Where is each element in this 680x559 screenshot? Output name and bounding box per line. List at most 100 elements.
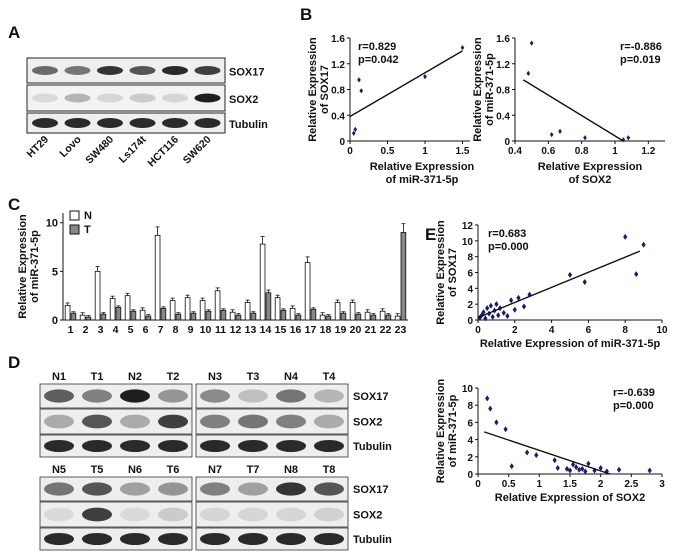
blot-d-top-band-sox2-2 (120, 414, 150, 429)
scatterBL-p-value: p=0.042 (358, 54, 399, 66)
scatterEB-point-6 (534, 452, 539, 459)
scatterBR-ylabel-1: Relative Expression (472, 37, 484, 142)
scatterBR-xtick-2: 0.8 (575, 146, 589, 157)
scatterET-point-2 (481, 309, 486, 316)
bar-n-6 (139, 309, 146, 321)
bar-t-11 (220, 309, 227, 321)
bar-n-1 (64, 305, 71, 321)
scatterBR-point-0 (526, 70, 531, 77)
scatterET-point-14 (509, 297, 514, 304)
bar-n-3 (94, 270, 101, 321)
scatterBL-xtick-3: 1.5 (456, 146, 470, 157)
scatterBR-fit-line (522, 79, 624, 142)
blot-a-band-sox2-3 (129, 93, 156, 103)
scatterET-r-value: r=0.683 (488, 228, 526, 240)
scatterBR-ytick-3: 1.2 (496, 60, 510, 71)
scatterET-point-23 (641, 241, 646, 248)
scatterBL-ylabel-1: Relative Expression (307, 37, 319, 142)
scatterEB-point-10 (567, 467, 573, 474)
scatterET-xtick-5: 10 (656, 325, 668, 336)
scatterET-point-20 (582, 279, 587, 285)
blot-d-top-band-sox17-1 (82, 389, 112, 403)
bar-t-19 (340, 312, 347, 321)
blot-d-top-row-label-sox17: SOX17 (353, 391, 388, 403)
blot-d-lane-T6: T6 (167, 464, 180, 476)
blot-d-top-left-strip-tubulin (39, 434, 193, 458)
blot-a-strip-tubulin (26, 112, 226, 134)
bar-n-16 (289, 307, 296, 321)
blot-a-band-sox2-1 (64, 93, 91, 103)
blot-d-bottom-band-sox17-3 (158, 482, 188, 496)
scatterET-point-9 (494, 301, 499, 308)
blot-d-bottom-band-sox17-4 (200, 482, 230, 496)
bar-n-12 (229, 311, 236, 321)
blot-a-lane-label-2: SW480 (83, 134, 116, 167)
blot-d-bottom-band-tubulin-2 (120, 532, 150, 546)
blot-a-strip-sox2 (26, 84, 226, 112)
bar-t-6 (145, 315, 152, 321)
scatterEB-point-14 (580, 465, 585, 472)
blot-d-top-band-tubulin-4 (200, 439, 230, 453)
panel-letter-e: E (425, 225, 436, 244)
blot-d-bottom-row-label-sox17: SOX17 (353, 484, 388, 496)
blot-a-band-sox17-5 (194, 66, 221, 75)
blot-a-band-sox2-4 (162, 93, 188, 103)
scatterEB-point-4 (509, 463, 514, 470)
scatterBL-ylabel-2: of SOX17 (319, 65, 331, 114)
blot-a-band-tubulin-3 (129, 118, 156, 128)
blot-d-bottom-band-tubulin-6 (276, 532, 306, 546)
scatterEB-r-value: r=-0.639 (613, 387, 655, 399)
bar-c-xtick-21: 21 (365, 324, 377, 336)
scatterEB-point-9 (564, 465, 570, 472)
bar-c-xtick-6: 6 (143, 324, 149, 336)
blot-d-top-band-tubulin-7 (314, 439, 344, 453)
scatterEB-ytick-2: 4 (467, 436, 473, 447)
blot-d-bottom-band-tubulin-7 (314, 532, 344, 546)
blot-d-bottom-band-sox2-4 (200, 507, 230, 522)
scatterET-xlabel: Relative Expression of miR-371-5p (480, 338, 661, 350)
blot-d-top-row-label-tubulin: Tubulin (353, 441, 392, 453)
scatterEB-xtick-5: 2.5 (624, 479, 638, 490)
blot-d-top-band-sox17-7 (314, 389, 344, 403)
scatterEB-point-2 (494, 419, 499, 426)
scatterET-ytick-0: 0 (467, 316, 473, 327)
scatterEB-ylabel-1: Relative Expression (435, 378, 447, 483)
bar-t-3 (100, 313, 107, 321)
scatterBL-ytick-2: 0.8 (331, 86, 345, 97)
bar-t-10 (205, 310, 212, 321)
bar-n-7 (154, 234, 161, 321)
blot-a-row-label-sox17: SOX17 (229, 67, 264, 79)
blot-a-band-sox17-2 (97, 66, 123, 75)
bar-n-9 (184, 297, 191, 321)
scatterET-ylabel-2: of SOX17 (447, 248, 459, 297)
blot-d-bottom-band-tubulin-0 (44, 532, 74, 546)
blot-d-top-band-tubulin-2 (120, 439, 150, 453)
scatterEB-point-12 (574, 464, 579, 471)
scatterBL-point-2 (357, 77, 361, 83)
panel-letter-b: B (300, 5, 312, 24)
scatterBR-ytick-1: 0.4 (496, 111, 510, 122)
scatterBL-point-5 (460, 45, 465, 51)
blot-d-bottom-band-sox2-5 (238, 507, 268, 522)
blot-a-row-label-tubulin: Tubulin (229, 119, 268, 131)
scatterEB-point-5 (524, 449, 530, 456)
blot-d-top-band-sox17-6 (276, 389, 306, 403)
scatterET-xtick-0: 0 (475, 325, 481, 336)
scatterET-ytick-5: 10 (462, 237, 474, 248)
bar-c-xtick-4: 4 (113, 324, 119, 336)
scatterEB-xtick-6: 3 (659, 479, 665, 490)
legend-swatch-n (69, 210, 80, 221)
bar-n-20 (349, 302, 356, 321)
blot-d-bottom-row-label-tubulin: Tubulin (353, 534, 392, 546)
scatterBR-point-1 (529, 40, 534, 46)
scatterBL-point-0 (351, 130, 356, 136)
blot-a-band-tubulin-4 (162, 118, 188, 128)
blot-d-top-band-tubulin-0 (44, 439, 74, 453)
scatterBL-ytick-4: 1.6 (331, 34, 345, 45)
bar-c-xtick-7: 7 (158, 324, 164, 336)
scatter-mir371-vs-sox2: 0.4 0.6 0.8 1 1.200.40.81.21.6r=-0.886p=0.01… (472, 34, 665, 186)
scatterBR-point-2 (549, 131, 554, 138)
scatterEB-point-1 (488, 405, 493, 412)
